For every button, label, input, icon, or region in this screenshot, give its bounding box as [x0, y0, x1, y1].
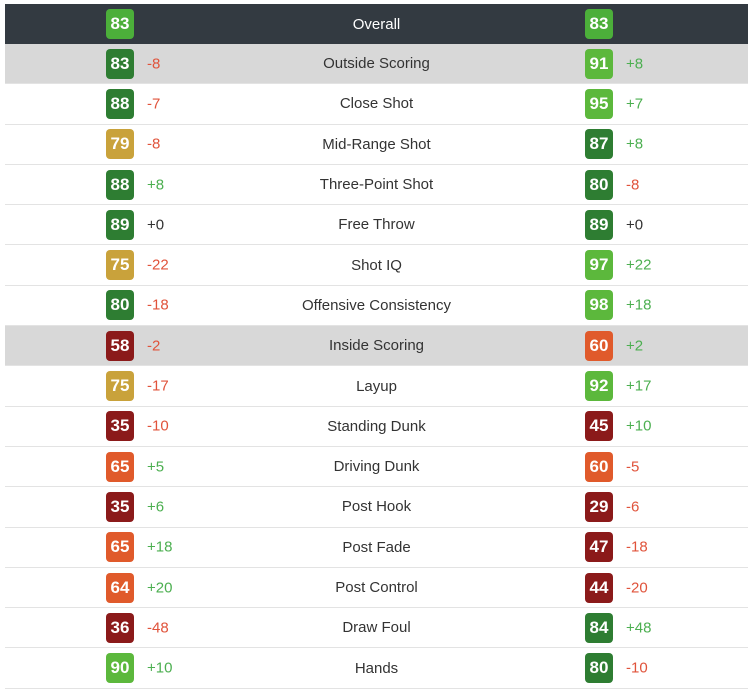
right-rating-diff: +8	[626, 135, 644, 153]
right-rating-diff: +8	[626, 55, 644, 73]
right-rating-diff: +18	[626, 296, 652, 314]
right-rating-badge: 60	[585, 330, 613, 361]
left-rating-diff: -2	[147, 337, 161, 355]
left-rating-badge: 88	[106, 169, 134, 200]
right-rating-diff: -10	[626, 659, 648, 677]
right-rating-badge: 87	[585, 129, 613, 160]
left-rating-badge: 36	[106, 612, 134, 643]
right-rating-badge: 84	[585, 612, 613, 643]
right-rating-diff: -5	[626, 458, 640, 476]
left-rating-diff: -48	[147, 619, 169, 637]
attribute-row: Driving Dunk 65 +5 60 -5	[5, 447, 748, 488]
left-rating-diff: +18	[147, 538, 173, 556]
left-rating-badge: 83	[106, 48, 134, 79]
left-overall-rating-badge: 83	[106, 9, 134, 39]
left-rating-badge: 35	[106, 411, 134, 442]
left-rating-diff: +0	[147, 216, 165, 234]
attribute-row: Draw Foul 36 -48 84 +48	[5, 608, 748, 649]
attribute-row: Free Throw 89 +0 89 +0	[5, 205, 748, 246]
right-rating-diff: +2	[626, 337, 644, 355]
left-rating-badge: 64	[106, 572, 134, 603]
left-rating-diff: +5	[147, 458, 165, 476]
right-rating-badge: 95	[585, 88, 613, 119]
attribute-row: Offensive Consistency 80 -18 98 +18	[5, 286, 748, 327]
left-rating-badge: 75	[106, 250, 134, 281]
right-rating-diff: +48	[626, 619, 652, 637]
left-rating-badge: 88	[106, 88, 134, 119]
attribute-rows: Outside Scoring 83 -8 91 +8 Close Shot 88 -7 95 +…	[5, 44, 748, 689]
left-rating-badge: 35	[106, 491, 134, 522]
overall-header-row: 83 Overall 83	[5, 4, 748, 44]
right-rating-badge: 92	[585, 371, 613, 402]
right-rating-badge: 80	[585, 653, 613, 684]
attribute-row: Three-Point Shot 88 +8 80 -8	[5, 165, 748, 206]
right-rating-diff: +22	[626, 256, 652, 274]
left-rating-diff: -8	[147, 55, 161, 73]
right-rating-badge: 47	[585, 532, 613, 563]
left-rating-badge: 80	[106, 290, 134, 321]
right-rating-badge: 44	[585, 572, 613, 603]
right-rating-badge: 91	[585, 48, 613, 79]
right-rating-badge: 45	[585, 411, 613, 442]
attribute-comparison-table: 83 Overall 83 Outside Scoring 83 -8 91 +8 Clo…	[5, 4, 748, 689]
right-rating-diff: +10	[626, 417, 652, 435]
left-rating-badge: 65	[106, 532, 134, 563]
category-row: Inside Scoring 58 -2 60 +2	[5, 326, 748, 367]
left-rating-badge: 58	[106, 330, 134, 361]
left-rating-diff: +8	[147, 176, 165, 194]
attribute-row: Post Fade 65 +18 47 -18	[5, 528, 748, 568]
attribute-row: Hands 90 +10 80 -10	[5, 648, 748, 689]
right-overall-rating-badge: 83	[585, 9, 613, 39]
left-rating-badge: 89	[106, 209, 134, 240]
right-rating-badge: 98	[585, 290, 613, 321]
attribute-row: Standing Dunk 35 -10 45 +10	[5, 407, 748, 447]
right-rating-badge: 97	[585, 250, 613, 281]
left-rating-diff: -22	[147, 256, 169, 274]
right-rating-diff: +7	[626, 95, 644, 113]
category-row: Outside Scoring 83 -8 91 +8	[5, 44, 748, 85]
left-rating-badge: 65	[106, 451, 134, 482]
attribute-row: Close Shot 88 -7 95 +7	[5, 84, 748, 125]
left-rating-diff: +6	[147, 498, 165, 516]
right-rating-diff: +17	[626, 377, 652, 395]
left-rating-diff: -18	[147, 296, 169, 314]
right-rating-diff: -18	[626, 538, 648, 556]
left-rating-diff: -8	[147, 135, 161, 153]
attribute-row: Post Control 64 +20 44 -20	[5, 568, 748, 609]
right-rating-badge: 60	[585, 451, 613, 482]
right-rating-badge: 89	[585, 209, 613, 240]
left-rating-badge: 90	[106, 653, 134, 684]
left-rating-diff: -7	[147, 95, 161, 113]
left-rating-badge: 75	[106, 371, 134, 402]
left-rating-badge: 79	[106, 129, 134, 160]
left-rating-diff: +10	[147, 659, 173, 677]
right-rating-badge: 80	[585, 169, 613, 200]
attribute-row: Mid-Range Shot 79 -8 87 +8	[5, 125, 748, 165]
right-rating-diff: -8	[626, 176, 640, 194]
attribute-row: Shot IQ 75 -22 97 +22	[5, 245, 748, 286]
attribute-row: Post Hook 35 +6 29 -6	[5, 487, 748, 528]
right-rating-diff: -6	[626, 498, 640, 516]
right-rating-badge: 29	[585, 491, 613, 522]
attribute-row: Layup 75 -17 92 +17	[5, 366, 748, 407]
left-rating-diff: +20	[147, 579, 173, 596]
left-rating-diff: -10	[147, 417, 169, 435]
right-rating-diff: +0	[626, 216, 644, 234]
left-rating-diff: -17	[147, 377, 169, 395]
right-rating-diff: -20	[626, 579, 648, 596]
